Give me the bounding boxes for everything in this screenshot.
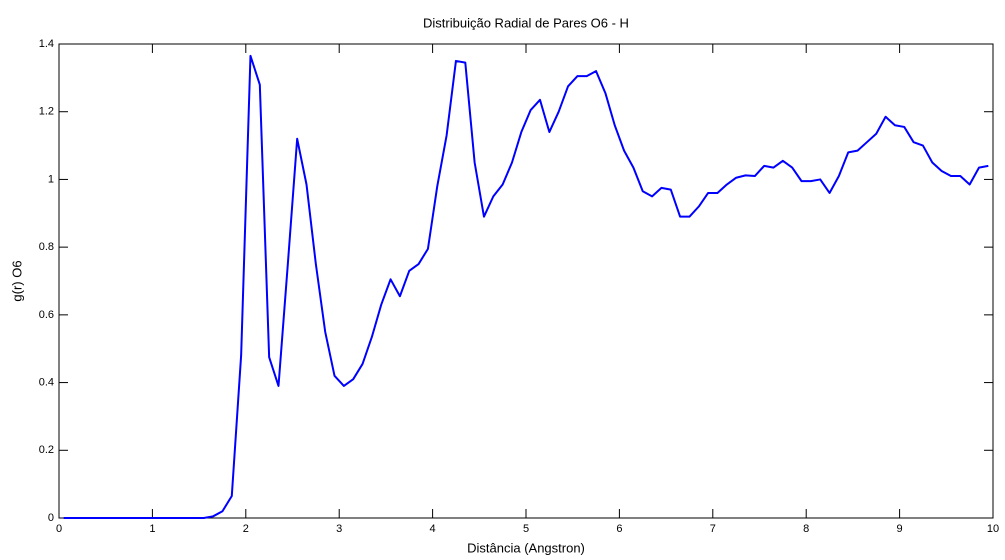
x-tick-label: 6 bbox=[616, 523, 622, 535]
x-tick-label: 2 bbox=[243, 523, 249, 535]
x-tick-label: 7 bbox=[710, 523, 716, 535]
x-axis-label: Distância (Angstron) bbox=[467, 540, 585, 555]
x-tick-label: 4 bbox=[430, 523, 436, 535]
chart-title: Distribuição Radial de Pares O6 - H bbox=[423, 15, 629, 30]
x-tick-label: 10 bbox=[987, 523, 999, 535]
y-tick-label: 1.4 bbox=[39, 38, 54, 50]
y-axis-label: g(r) O6 bbox=[9, 260, 24, 301]
y-tick-label: 1 bbox=[48, 173, 54, 185]
x-tick-label: 8 bbox=[803, 523, 809, 535]
x-tick-label: 5 bbox=[523, 523, 529, 535]
x-tick-label: 9 bbox=[897, 523, 903, 535]
y-tick-label: 0.6 bbox=[39, 309, 54, 321]
y-tick-label: 0.4 bbox=[39, 376, 54, 388]
y-tick-label: 1.2 bbox=[39, 106, 54, 118]
plot-area bbox=[58, 43, 994, 519]
x-tick-label: 0 bbox=[56, 523, 62, 535]
y-tick-label: 0.8 bbox=[39, 241, 54, 253]
y-tick-label: 0 bbox=[48, 512, 54, 524]
y-tick-label: 0.2 bbox=[39, 444, 54, 456]
data-line bbox=[63, 54, 989, 519]
x-tick-label: 1 bbox=[149, 523, 155, 535]
x-tick-label: 3 bbox=[336, 523, 342, 535]
